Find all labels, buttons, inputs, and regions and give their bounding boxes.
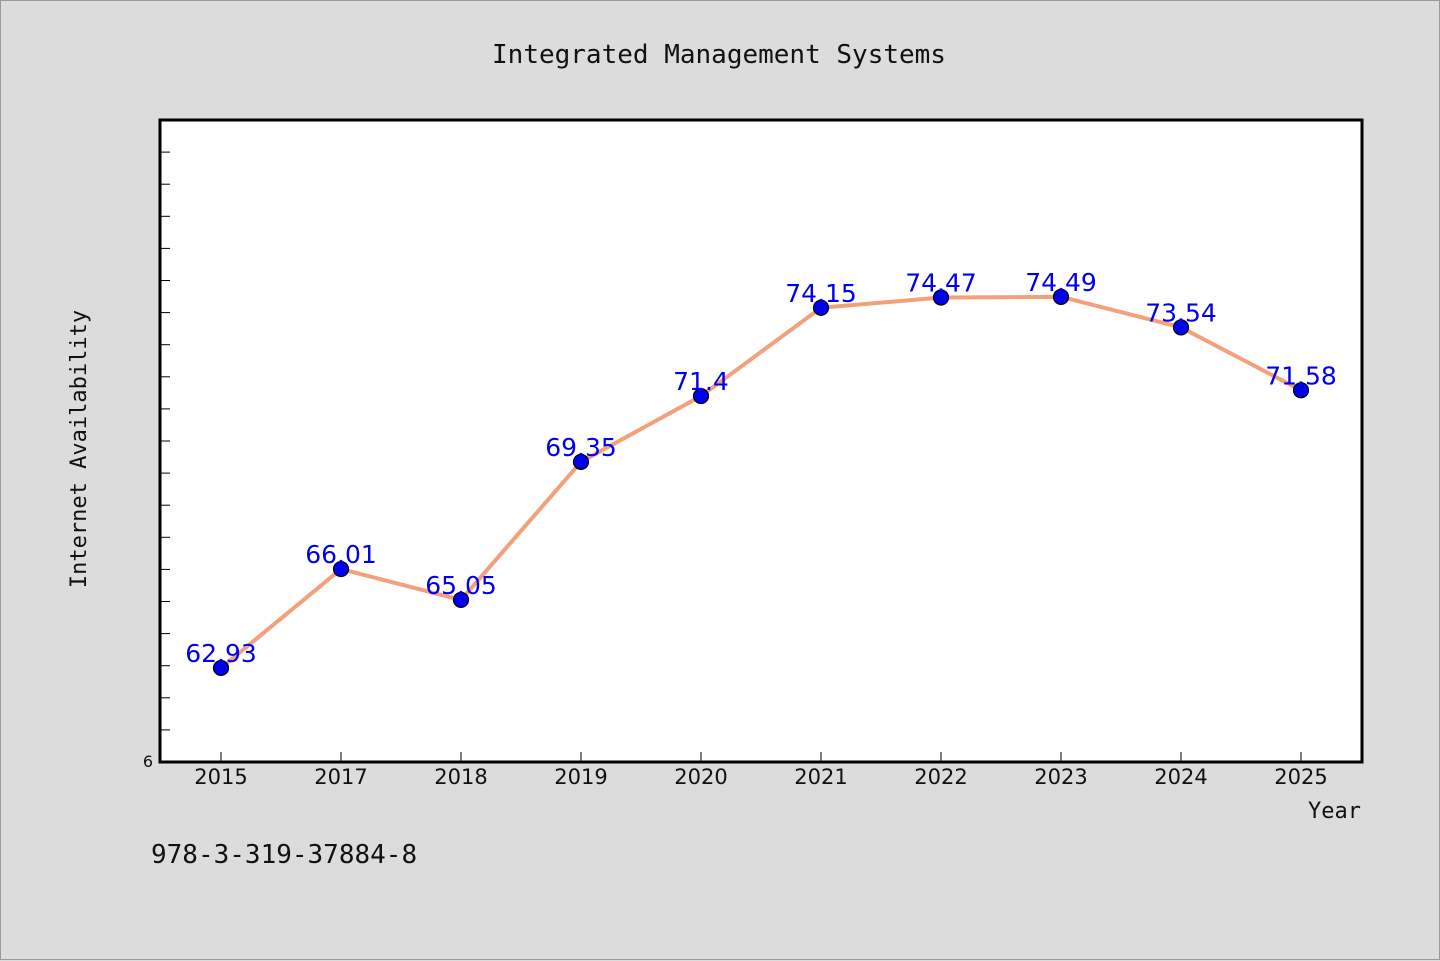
x-axis-label: Year (1308, 799, 1361, 824)
x-tick-label: 2020 (674, 765, 727, 789)
data-label: 62.93 (185, 639, 257, 668)
y-axis-ticks (160, 151, 170, 731)
data-point (212, 659, 230, 677)
data-point (812, 299, 830, 316)
y-axis-label: Internet Availability (67, 310, 92, 588)
data-point (572, 453, 590, 470)
data-label: 74.47 (905, 269, 977, 298)
series-layer: 62.93 66.01 65.05 69.35 71.4 74.15 74.47 74.49 7… (185, 268, 1337, 677)
data-point (1172, 319, 1190, 336)
data-label: 73.54 (1145, 298, 1217, 327)
data-label: 71.58 (1265, 361, 1337, 390)
x-axis-ticks: 2015 2017 2018 2019 2020 2021 2022 2023 2024 2025 (194, 752, 1328, 789)
x-tick-label: 2022 (914, 765, 967, 789)
plot-area (158, 118, 1364, 764)
data-label: 74.49 (1025, 268, 1097, 297)
data-point (452, 591, 470, 608)
data-point (1052, 288, 1070, 305)
data-point (1292, 382, 1310, 399)
data-label: 74.15 (785, 279, 857, 308)
y-tick-label: 6 (143, 752, 153, 771)
data-label: 69.35 (545, 433, 617, 462)
data-point (692, 387, 710, 405)
series-line (219, 294, 1303, 670)
x-tick-label: 2025 (1274, 765, 1327, 789)
x-tick-label: 2019 (554, 765, 607, 789)
x-tick-label: 2021 (794, 765, 847, 789)
data-label: 65.05 (425, 571, 497, 600)
data-label: 71.4 (673, 367, 729, 396)
x-tick-label: 2018 (434, 765, 487, 789)
data-label: 66.01 (305, 540, 377, 569)
x-tick-label: 2017 (314, 765, 367, 789)
data-point (932, 289, 950, 306)
x-tick-label: 2023 (1034, 765, 1087, 789)
x-tick-label: 2024 (1154, 765, 1207, 789)
footnote-isbn: 978-3-319-37884-8 (151, 840, 417, 870)
data-point (332, 560, 350, 578)
x-tick-label: 2015 (194, 765, 247, 789)
chart-title: Integrated Management Systems (492, 40, 946, 70)
